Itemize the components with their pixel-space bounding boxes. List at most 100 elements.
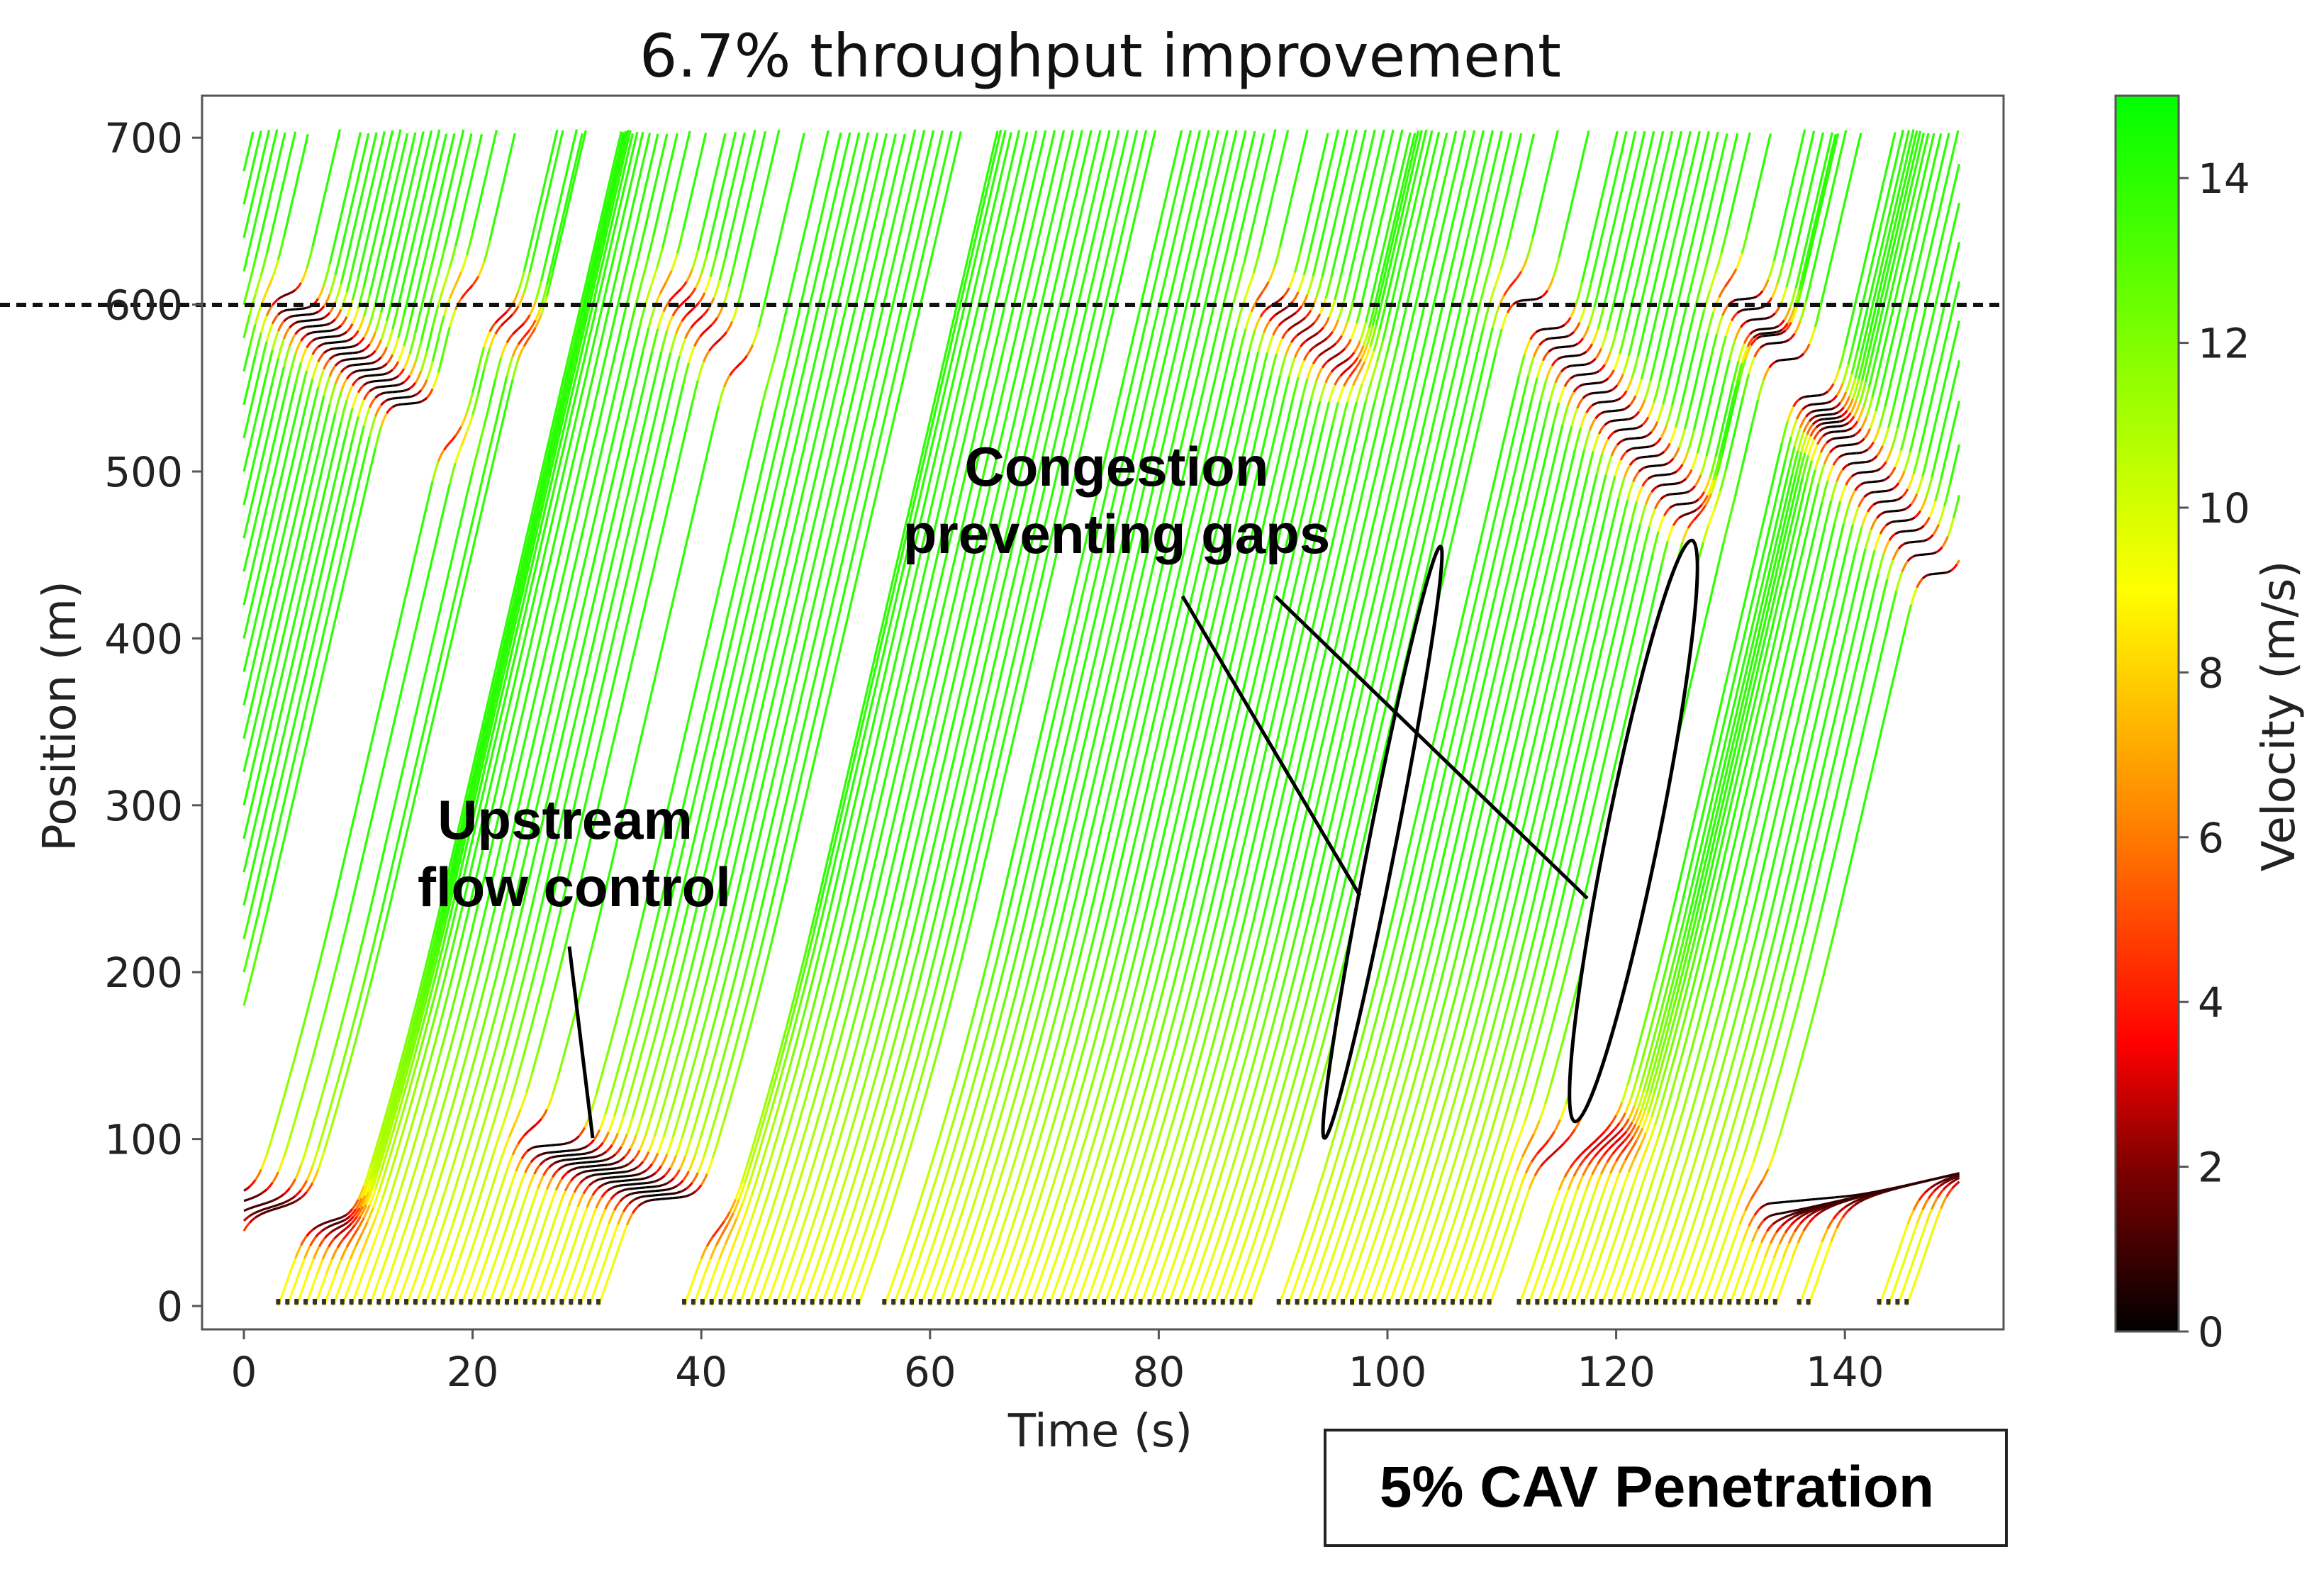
trajectory-segment	[1125, 498, 1134, 523]
trajectory-segment	[866, 132, 870, 138]
trajectory-segment	[551, 236, 560, 262]
trajectory-segment	[472, 758, 481, 783]
trajectory-segment	[843, 211, 851, 236]
trajectory-segment	[567, 359, 576, 385]
trajectory-segment	[560, 371, 569, 397]
trajectory-segment	[643, 400, 652, 425]
trajectory-segment	[996, 166, 1005, 191]
trajectory-segment	[282, 542, 291, 567]
trajectory-segment	[841, 939, 849, 963]
trajectory-segment	[542, 1166, 550, 1176]
trajectory-segment	[380, 676, 389, 702]
trajectory-segment	[351, 211, 359, 236]
trajectory-segment	[1071, 571, 1080, 597]
trajectory-segment	[963, 248, 971, 274]
trajectory-segment	[548, 1273, 557, 1291]
trajectory-segment	[523, 720, 531, 745]
trajectory-segment	[432, 929, 441, 954]
trajectory-segment	[817, 1187, 826, 1206]
trajectory-segment	[829, 309, 838, 335]
trajectory-segment	[972, 1187, 981, 1206]
trajectory-segment	[603, 1157, 610, 1162]
trajectory-segment	[766, 579, 775, 605]
trajectory-segment	[1166, 596, 1175, 622]
trajectory-segment	[994, 792, 1002, 817]
trajectory-segment	[701, 1078, 710, 1100]
trajectory-segment	[990, 1187, 999, 1206]
trajectory-segment	[733, 993, 742, 1017]
trajectory-segment	[991, 645, 1000, 671]
trajectory-segment	[467, 1187, 475, 1206]
trajectory-segment	[766, 1205, 775, 1224]
trajectory-segment	[483, 746, 491, 772]
trajectory-segment	[517, 345, 525, 360]
trajectory-segment	[1020, 326, 1029, 352]
trajectory-segment	[875, 311, 883, 337]
trajectory-segment	[912, 1205, 920, 1224]
trajectory-segment	[380, 1256, 389, 1275]
trajectory-segment	[832, 841, 841, 867]
trajectory-segment	[462, 821, 471, 847]
trajectory-segment	[1157, 596, 1166, 622]
trajectory-segment	[900, 647, 909, 672]
trajectory-segment	[390, 1098, 398, 1120]
trajectory-segment	[1114, 938, 1122, 962]
trajectory-segment	[248, 1179, 257, 1188]
trajectory-segment	[523, 523, 531, 548]
trajectory-segment	[705, 229, 714, 255]
trajectory-segment	[398, 1256, 406, 1275]
trajectory-segment	[752, 603, 760, 629]
trajectory-segment	[939, 1205, 947, 1224]
trajectory-segment	[676, 230, 684, 254]
trajectory-segment	[317, 1015, 325, 1038]
trajectory-segment	[392, 1143, 401, 1163]
trajectory-segment	[639, 182, 648, 208]
trajectory-segment	[899, 961, 907, 986]
trajectory-segment	[974, 718, 983, 744]
trajectory-segment	[864, 1028, 872, 1051]
trajectory-segment	[638, 966, 647, 990]
trajectory-segment	[817, 358, 826, 384]
trajectory-segment	[724, 993, 732, 1016]
trajectory-segment	[1122, 473, 1131, 499]
trajectory-segment	[978, 351, 986, 376]
trajectory-segment	[915, 1222, 924, 1241]
trajectory-segment	[837, 1090, 846, 1112]
trajectory-segment	[884, 1149, 893, 1170]
trajectory-segment	[317, 1088, 325, 1110]
trajectory-segment	[1061, 1070, 1070, 1092]
trajectory-segment	[749, 1145, 758, 1166]
trajectory-segment	[578, 1239, 586, 1258]
trajectory-segment	[1116, 228, 1124, 254]
trajectory-segment	[493, 679, 501, 704]
trajectory-segment	[649, 1097, 658, 1118]
trajectory-segment	[242, 983, 251, 1006]
trajectory-segment	[414, 1031, 423, 1053]
trajectory-segment	[288, 450, 297, 476]
trajectory-segment	[312, 311, 319, 316]
trajectory-segment	[1000, 915, 1010, 939]
trajectory-segment	[525, 1073, 534, 1093]
trajectory-segment	[311, 620, 320, 646]
trajectory-segment	[340, 1246, 348, 1261]
trajectory-segment	[407, 1256, 415, 1275]
trajectory-segment	[557, 572, 566, 598]
trajectory-segment	[859, 938, 868, 963]
trajectory-segment	[288, 1055, 297, 1077]
trajectory-segment	[551, 207, 560, 233]
trajectory-segment	[448, 1029, 457, 1051]
trajectory-segment	[375, 373, 381, 376]
trajectory-segment	[517, 599, 525, 625]
trajectory-segment	[632, 1149, 641, 1161]
trajectory-segment	[849, 1049, 857, 1071]
trajectory-segment	[1161, 620, 1169, 646]
trajectory-segment	[403, 739, 411, 766]
trajectory-segment	[380, 753, 389, 778]
trajectory-segment	[485, 723, 493, 749]
trajectory-segment	[964, 449, 973, 474]
trajectory-segment	[265, 682, 274, 708]
trajectory-segment	[750, 165, 759, 191]
trajectory-segment	[312, 324, 318, 328]
trajectory-segment	[1044, 768, 1053, 793]
trajectory-segment	[758, 454, 767, 479]
